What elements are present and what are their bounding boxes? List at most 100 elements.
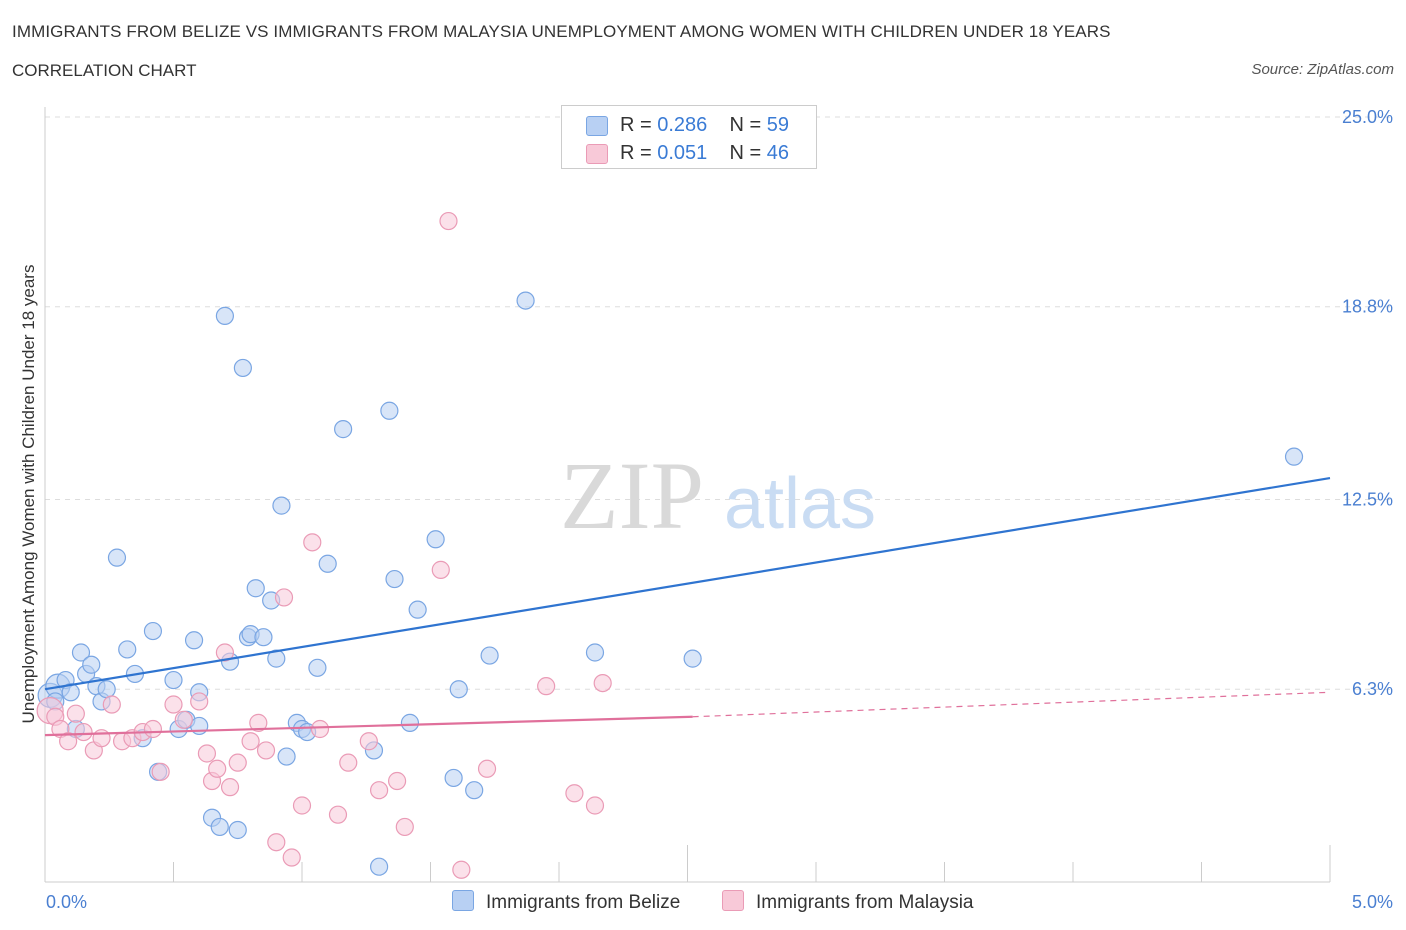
- y-tick-label: 12.5%: [1342, 490, 1393, 510]
- legend-r-label: R =: [620, 142, 652, 164]
- bottom-legend-belize: Immigrants from Belize: [452, 890, 680, 914]
- point-malaysia: [395, 817, 414, 837]
- point-belize: [164, 670, 183, 690]
- point-malaysia: [274, 588, 294, 607]
- point-belize: [308, 658, 327, 677]
- point-malaysia: [256, 741, 276, 760]
- point-malaysia: [66, 704, 85, 723]
- x-tick-label: 5.0%: [1352, 892, 1393, 912]
- legend-n-value: 46: [766, 142, 790, 164]
- data-points: [36, 211, 1304, 879]
- point-malaysia: [439, 211, 458, 231]
- point-belize: [444, 768, 463, 788]
- point-belize: [585, 643, 605, 662]
- point-malaysia: [477, 759, 497, 778]
- point-malaysia: [452, 860, 471, 879]
- legend-n-value: 59: [766, 114, 790, 136]
- chart-title: IMMIGRANTS FROM BELIZE VS IMMIGRANTS FRO…: [12, 22, 1111, 41]
- bottom-legend-label-belize: Immigrants from Belize: [486, 892, 681, 913]
- point-malaysia: [190, 692, 209, 711]
- watermark: ZIP atlas: [560, 442, 876, 549]
- point-belize: [385, 569, 404, 589]
- legend-swatch-malaysia: [586, 144, 608, 164]
- point-belize: [1284, 447, 1304, 466]
- point-malaysia: [593, 673, 612, 693]
- axes: [44, 107, 1331, 883]
- point-malaysia: [282, 848, 301, 867]
- point-belize: [184, 631, 204, 650]
- point-malaysia: [292, 796, 312, 815]
- x-tick-label: 0.0%: [46, 892, 87, 912]
- point-belize: [318, 554, 337, 573]
- point-belize: [465, 781, 484, 800]
- legend-r-label: R =: [620, 114, 652, 136]
- point-malaysia: [197, 744, 217, 763]
- bottom-legend-label-malaysia: Immigrants from Malaysia: [756, 892, 974, 913]
- y-tick-label: 6.3%: [1352, 679, 1393, 699]
- point-belize: [143, 621, 163, 641]
- point-malaysia: [339, 753, 358, 772]
- point-belize: [82, 655, 101, 674]
- point-malaysia: [59, 732, 78, 751]
- y-axis-title: Unemployment Among Women with Children U…: [19, 265, 38, 724]
- bottom-legend-swatch-malaysia: [722, 890, 744, 911]
- y-tick-label: 25.0%: [1342, 107, 1393, 127]
- point-belize: [71, 643, 91, 662]
- legend-r-value: 0.286: [657, 114, 708, 136]
- point-belize: [408, 600, 427, 619]
- chart-subtitle: CORRELATION CHART: [12, 61, 197, 80]
- point-belize: [480, 646, 499, 665]
- point-malaysia: [174, 710, 193, 729]
- point-belize: [370, 857, 389, 876]
- point-malaysia: [537, 677, 556, 696]
- point-malaysia: [151, 762, 170, 781]
- bottom-legend-swatch-belize: [452, 890, 474, 911]
- point-malaysia: [92, 729, 111, 748]
- y-tick-label: 18.8%: [1342, 297, 1393, 317]
- point-belize: [449, 680, 468, 699]
- point-malaysia: [208, 759, 227, 778]
- point-malaysia: [249, 713, 268, 732]
- point-belize: [246, 579, 265, 598]
- point-belize: [97, 680, 116, 699]
- trend-lines: [44, 476, 1331, 737]
- point-belize: [107, 548, 127, 567]
- point-belize: [233, 358, 252, 378]
- trend-line-malaysia-extension: [692, 691, 1331, 718]
- point-malaysia: [102, 695, 121, 714]
- tick-labels: 6.3% 12.5% 18.8% 25.0% 0.0% 5.0%: [46, 107, 1393, 912]
- point-malaysia: [215, 643, 234, 662]
- point-malaysia: [431, 560, 450, 579]
- point-malaysia: [328, 805, 348, 824]
- point-belize: [61, 683, 80, 702]
- legend-n-label: N =: [729, 142, 762, 164]
- watermark-atlas: atlas: [724, 464, 876, 544]
- point-belize: [210, 817, 229, 837]
- watermark-zip: ZIP: [560, 442, 704, 549]
- legend-n-label: N =: [729, 114, 762, 136]
- bottom-legend-malaysia: Immigrants from Malaysia: [722, 890, 974, 914]
- point-belize: [254, 628, 273, 647]
- trend-line-belize: [44, 476, 1331, 691]
- trend-line-malaysia: [44, 715, 693, 737]
- point-belize: [400, 713, 420, 732]
- grid-lines: [45, 116, 1390, 690]
- point-belize: [272, 496, 291, 515]
- point-malaysia: [220, 778, 240, 797]
- point-belize: [380, 401, 399, 420]
- point-malaysia: [228, 753, 247, 772]
- point-malaysia: [370, 781, 389, 800]
- point-belize: [277, 747, 296, 766]
- point-belize: [426, 530, 445, 549]
- legend-r-value: 0.051: [657, 142, 708, 164]
- point-belize: [228, 820, 247, 840]
- point-malaysia: [310, 719, 330, 739]
- point-malaysia: [359, 732, 378, 751]
- correlation-legend: R = 0.286 N = 59 R = 0.051 N = 46: [561, 105, 817, 169]
- point-malaysia: [241, 732, 260, 751]
- point-belize: [516, 291, 535, 310]
- point-belize: [683, 649, 702, 668]
- point-malaysia: [387, 771, 407, 791]
- point-belize: [215, 306, 234, 325]
